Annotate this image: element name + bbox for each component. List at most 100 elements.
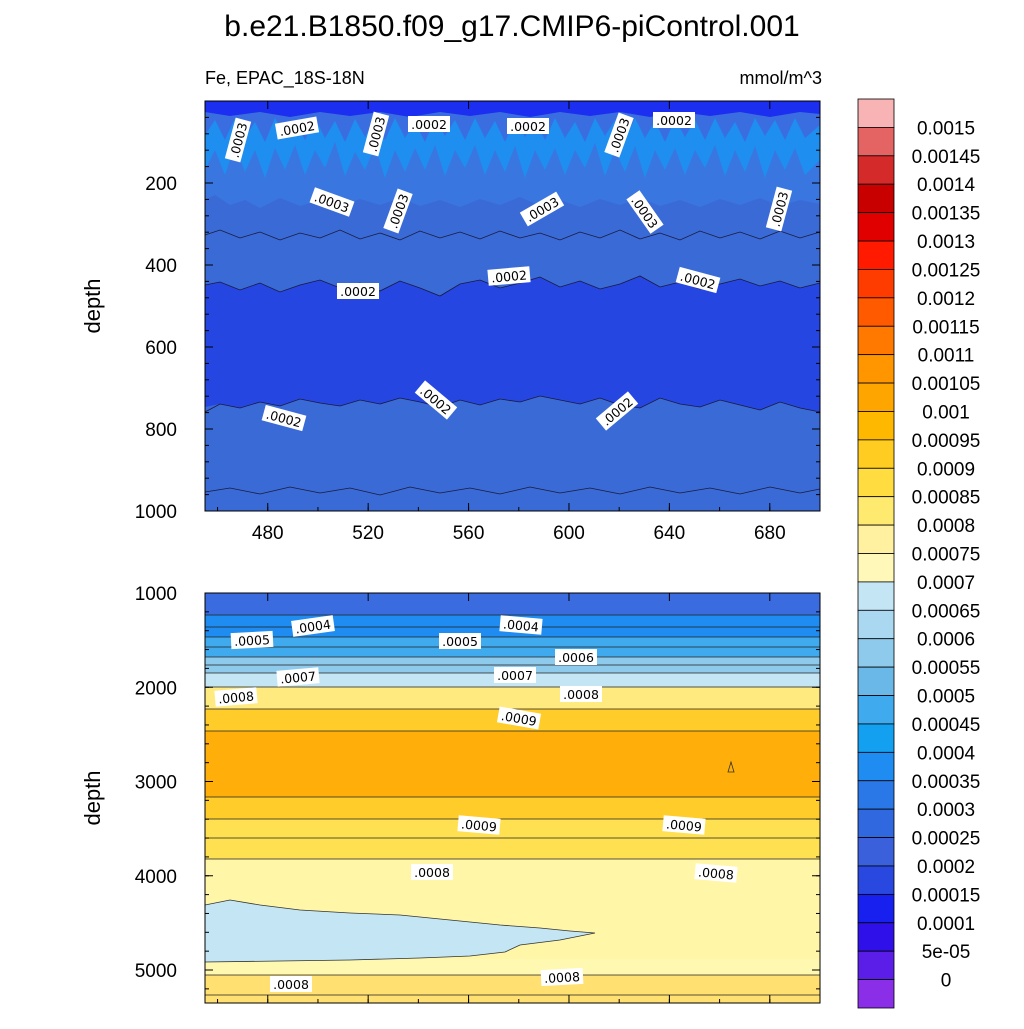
lower-band-13 [205, 899, 596, 963]
upper-plot-frame [204, 100, 821, 512]
colorbar: 0.0015 0.00145 0.0014 0.00135 0.0013 0.00125 0… [857, 98, 981, 1009]
upper-axes: 480 520 560 600 640 680 200 400 600 800 1000 [135, 100, 821, 544]
upper-contour-4 [205, 486, 820, 496]
contour-label: .0008 [214, 687, 258, 707]
colorbar-swatch [857, 269, 895, 299]
contour-label: .0007 [494, 667, 536, 683]
contour-label-text: .0002 [491, 267, 528, 285]
contour-label: .0009 [662, 815, 706, 835]
contour-label: .0008 [411, 864, 453, 880]
colorbar-label: 0.0011 [918, 346, 975, 367]
colorbar-label: 0 [941, 971, 952, 992]
contour-label-box [411, 864, 453, 880]
contour-label-box [337, 283, 379, 299]
contour-label-box [457, 815, 501, 835]
colorbar-swatch [857, 780, 895, 810]
contour-label-text: .0009 [460, 816, 497, 834]
contour-label: .0005 [439, 633, 481, 649]
colorbar-swatch [857, 950, 895, 980]
contour-label-box [362, 111, 390, 157]
colorbar-label: 0.00035 [912, 772, 981, 793]
contour-label: .0002 [408, 116, 450, 132]
contour-label-text: .0009 [500, 708, 538, 729]
colorbar-swatch [857, 183, 895, 214]
contour-label-text: .0007 [280, 668, 317, 686]
colorbar-label: 0.00065 [912, 601, 981, 622]
y-tick-label: 5000 [135, 961, 177, 982]
y-tick-label: 400 [145, 256, 177, 277]
contour-label-box [309, 187, 355, 217]
colorbar-swatch [857, 695, 895, 725]
x-tick-label: 560 [453, 523, 485, 544]
contour-label-text: .0004 [502, 616, 539, 634]
contour-label-box [653, 112, 695, 128]
contour-label-text: .0006 [558, 650, 594, 665]
colorbar-label: 0.00145 [912, 147, 981, 168]
colorbar-label: 0.0004 [917, 743, 976, 764]
colorbar-label: 0.00135 [912, 204, 981, 225]
contour-label-box [276, 667, 320, 687]
colorbar-label: 0.0009 [917, 459, 975, 480]
contour-label-box [499, 615, 543, 635]
contour-label-box [439, 633, 481, 649]
contour-label-text: .0002 [411, 117, 447, 132]
contour-label-box [604, 112, 634, 158]
contour-label: .0004 [291, 615, 335, 637]
contour-label-text: .0008 [273, 977, 309, 992]
colorbar-label: 0.0007 [917, 573, 975, 594]
contour-label-text: .0002 [656, 113, 692, 128]
colorbar-swatch [857, 751, 895, 782]
colorbar-label: 0.00095 [912, 431, 981, 452]
contour-label-box [560, 686, 602, 702]
contour-label-box [555, 649, 597, 665]
colorbar-swatch [857, 666, 895, 696]
contour-label-box [675, 266, 721, 294]
colorbar-swatch [857, 240, 895, 270]
colorbar-swatch [857, 893, 895, 924]
contour-label-text: .0002 [340, 284, 376, 299]
colorbar-swatch [857, 609, 895, 640]
colorbar-label: 0.00115 [912, 317, 979, 338]
contour-label-text: .0004 [294, 617, 332, 637]
contour-label-text: .0008 [563, 687, 599, 702]
x-tick-label: 640 [654, 523, 686, 544]
colorbar-label: 0.0014 [917, 175, 976, 196]
lower-band-9 [205, 731, 820, 797]
colorbar-swatch [857, 496, 895, 526]
lower-band-7 [205, 687, 820, 709]
contour-label-text: .0002 [278, 118, 316, 139]
colorbar-swatch [857, 837, 895, 867]
x-tick-label: 520 [352, 523, 384, 544]
colorbar-swatch [857, 581, 895, 611]
x-tick-label: 600 [553, 523, 585, 544]
colorbar-label: 0.00105 [912, 374, 981, 395]
upper-ylabel: depth [80, 278, 105, 333]
lower-contour-lines [205, 614, 820, 996]
lower-ylabel: depth [80, 770, 105, 825]
contour-label-box [214, 687, 258, 707]
contour-label-box [496, 706, 542, 730]
colorbar-label: 0.001 [922, 402, 970, 423]
colorbar-label: 0.0003 [917, 800, 975, 821]
lower-panel: .0004 .0005 .0004 .0005 .0006 .0007 .0007 .0008… [80, 584, 821, 1004]
contour-label-box [519, 191, 565, 227]
colorbar-swatch [857, 524, 895, 554]
colorbar-label: 0.0012 [917, 289, 975, 310]
contour-label-box [694, 863, 738, 883]
contour-label-box [507, 118, 549, 134]
contour-label: .0006 [555, 649, 597, 665]
contour-label-box [224, 117, 252, 163]
colorbar-label: 0.00075 [912, 545, 981, 566]
upper-contour-labels: .0003.0002.0003.0002.0002.0003.0002.0003… [224, 111, 793, 432]
contour-label-box [626, 190, 664, 234]
contour-label-box [494, 667, 536, 683]
lower-band-11 [205, 819, 820, 859]
contour-label-text: .0002 [510, 119, 546, 134]
contour-label: .0002 [274, 116, 320, 140]
contour-label-box [595, 391, 639, 431]
contour-label-text: .0007 [497, 668, 533, 683]
subtitle-left: Fe, EPAC_18S-18N [205, 68, 365, 89]
colorbar-label: 0.0013 [917, 232, 975, 253]
lower-plot-frame [204, 592, 821, 1004]
